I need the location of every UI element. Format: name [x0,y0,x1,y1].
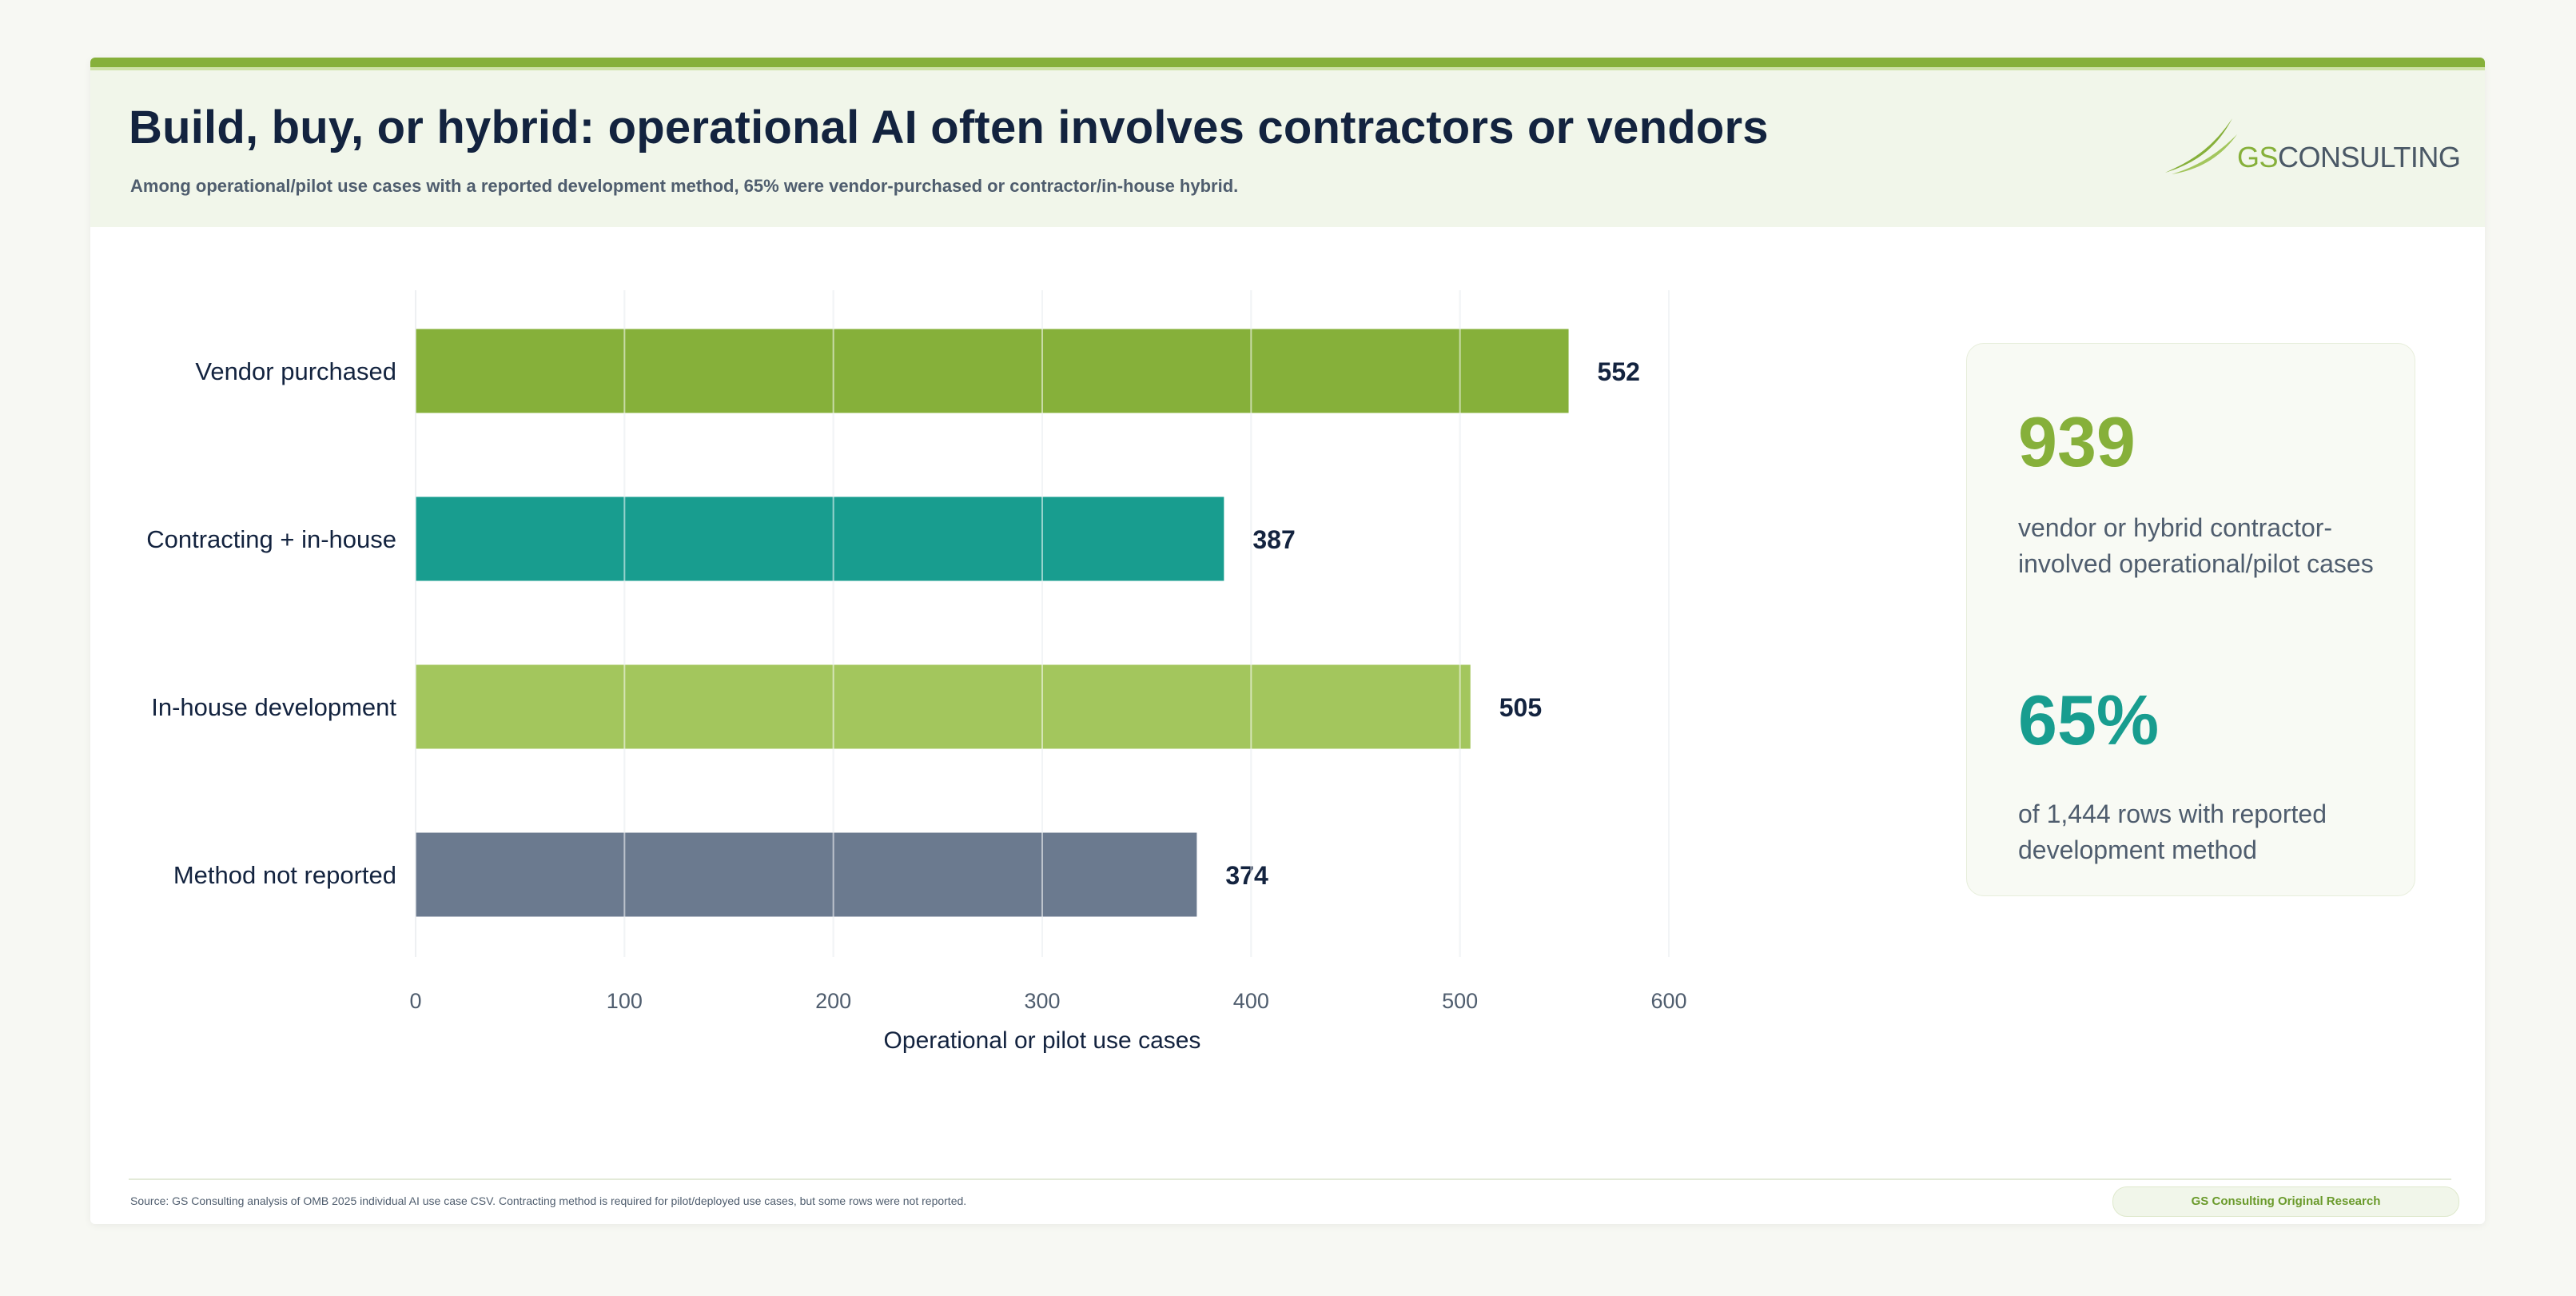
report-card: Build, buy, or hybrid: operational AI of… [90,58,2485,1224]
chart-canvas: Vendor purchased Contracting + in-house In… [146,290,1687,1054]
value-label: 374 [1225,861,1268,890]
category-label: In-house development [151,693,396,721]
x-tick-label: 0 [409,989,421,1013]
accent-stripe [90,58,2485,67]
x-tick-label: 300 [1024,989,1060,1013]
logo-text-suffix: CONSULTING [2278,141,2461,173]
page-title: Build, buy, or hybrid: operational AI of… [129,102,1769,154]
bar [416,832,1197,917]
page-subtitle: Among operational/pilot use cases with a… [130,176,1239,196]
bar [416,329,1569,413]
x-tick-label: 200 [815,989,851,1013]
source-note: Source: GS Consulting analysis of OMB 20… [130,1194,967,1207]
kpi-panel: 939 vendor or hybrid contractor-involved… [1966,343,2415,896]
logo-text: GSCONSULTING [2237,141,2461,174]
brand-logo: GSCONSULTING [2164,110,2461,182]
category-label: Method not reported [173,861,396,889]
value-label: 552 [1598,357,1640,386]
value-label: 505 [1499,693,1542,722]
bar [416,664,1471,749]
x-tick-label: 100 [607,989,643,1013]
swoosh-icon [2165,118,2237,174]
kpi-value: 939 [2018,402,2136,481]
header: Build, buy, or hybrid: operational AI of… [90,70,2485,227]
x-axis-title: Operational or pilot use cases [884,1027,1201,1054]
value-label: 387 [1252,525,1295,554]
category-label: Contracting + in-house [146,525,396,553]
bars [416,329,1569,917]
footer-divider [129,1178,2451,1180]
x-tick-label: 600 [1650,989,1686,1013]
x-tick-label: 500 [1442,989,1478,1013]
kpi-description: vendor or hybrid contractor-involved ope… [2018,513,2374,578]
bar [416,496,1224,581]
kpi-description: of 1,444 rows with reported development … [2018,800,2327,864]
research-badge: GS Consulting Original Research [2112,1186,2459,1217]
category-label: Vendor purchased [195,357,396,385]
logo-text-prefix: GS [2237,141,2279,173]
bar-chart: Vendor purchased Contracting + in-house In… [90,227,1849,1075]
category-labels: Vendor purchased Contracting + in-house In… [146,357,396,889]
kpi-value: 65% [2018,680,2160,760]
value-labels: 552 387 505 374 [415,290,1670,957]
x-tick-label: 400 [1233,989,1269,1013]
x-tick-labels: 0 100 200 300 400 500 600 [409,989,1686,1013]
accent-stripe-light [90,67,2485,70]
